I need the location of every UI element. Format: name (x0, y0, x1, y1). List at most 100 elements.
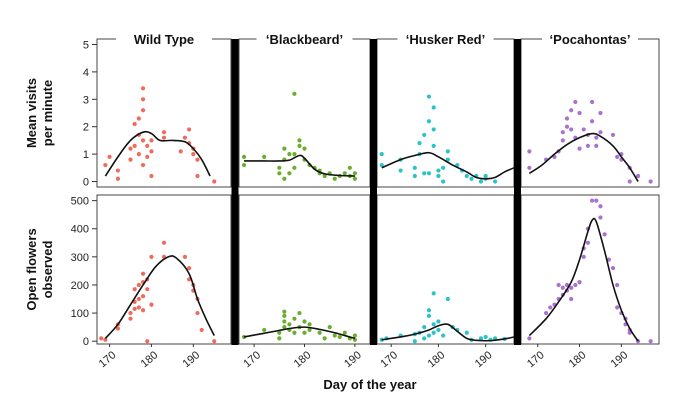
fit-curve (104, 255, 215, 339)
data-point (342, 330, 347, 335)
data-point (426, 119, 432, 124)
fit-curve (528, 217, 639, 342)
panel-title: ‘Husker Red’ (406, 32, 485, 47)
data-point (635, 173, 641, 179)
data-point (615, 305, 620, 310)
panel-frame (376, 194, 515, 345)
data-point (431, 330, 436, 335)
data-point (589, 119, 595, 124)
data-point (581, 127, 586, 132)
data-point (178, 149, 183, 154)
data-point (195, 157, 200, 162)
y-tick-label: 5 (83, 39, 89, 51)
data-point (292, 152, 297, 157)
data-point (132, 143, 137, 148)
data-point (302, 319, 307, 324)
data-point (262, 327, 267, 333)
y-tick-label: 200 (71, 280, 89, 292)
panel-frame (238, 38, 371, 188)
data-point (332, 333, 337, 338)
data-point (426, 313, 432, 318)
x-tick-label: 170 (241, 349, 263, 370)
data-point (161, 130, 167, 135)
y-tick-label: 1 (83, 149, 89, 161)
data-point (187, 277, 192, 282)
data-point (426, 308, 432, 313)
data-point (140, 108, 146, 113)
x-tick-label: 190 (180, 349, 202, 370)
data-point (128, 146, 133, 151)
data-point (149, 173, 154, 179)
data-point (426, 333, 432, 338)
fit-curve (381, 151, 515, 180)
data-point (187, 265, 192, 271)
panel-separator (370, 39, 377, 345)
data-point (145, 143, 150, 148)
fit-curve (243, 326, 356, 340)
y-tick-label: 4 (83, 67, 89, 79)
panel-frame (376, 38, 515, 188)
data-point (302, 146, 307, 151)
data-point (128, 157, 133, 162)
data-point (431, 322, 436, 327)
y-tick-label: 500 (71, 196, 89, 208)
data-point (277, 171, 282, 176)
x-tick-label: 190 (609, 349, 631, 370)
data-point (352, 171, 357, 176)
data-point (436, 327, 441, 333)
panel-separators (231, 39, 521, 345)
data-point (560, 285, 565, 290)
data-point (195, 310, 200, 316)
data-point (483, 173, 488, 179)
data-point (556, 282, 561, 288)
data-point (598, 204, 603, 209)
data-point (569, 285, 574, 290)
data-point (589, 99, 595, 105)
data-point (115, 326, 121, 331)
fit-curve (528, 132, 639, 182)
y-tick-label: 100 (71, 308, 89, 320)
data-point (610, 132, 616, 138)
y-tick-label: 0 (83, 177, 89, 189)
y-tick-label: 300 (71, 252, 89, 264)
data-point (602, 232, 607, 237)
data-point (103, 337, 108, 342)
data-point (445, 157, 450, 162)
panel-title-background (256, 30, 353, 48)
y-tick-label: 3 (83, 94, 89, 106)
data-point (292, 316, 297, 321)
data-point (140, 138, 146, 143)
data-point (149, 138, 154, 143)
data-point (577, 280, 582, 285)
data-point (469, 176, 474, 181)
data-point (282, 146, 287, 151)
data-point (581, 254, 586, 259)
data-point (140, 308, 146, 313)
data-point (398, 168, 403, 173)
data-point (615, 282, 620, 288)
data-point (412, 339, 417, 344)
y-tick-label: 0 (83, 336, 89, 348)
data-point (431, 127, 436, 132)
data-point (287, 152, 292, 157)
data-point (282, 319, 287, 324)
data-point (115, 176, 121, 181)
data-point (145, 154, 150, 159)
data-point (594, 143, 599, 148)
y-axis-label: Mean visits (24, 78, 39, 148)
data-point (103, 162, 108, 168)
data-point (140, 86, 146, 91)
fit-curve (244, 154, 355, 177)
data-point (560, 130, 565, 135)
data-point (212, 179, 217, 184)
data-point (262, 154, 267, 159)
data-point (422, 132, 427, 138)
data-point (282, 325, 287, 330)
panel-separator (231, 39, 239, 345)
data-point (478, 336, 484, 341)
data-point (431, 105, 436, 110)
panel-title-background (116, 30, 212, 48)
data-point (115, 168, 121, 173)
data-point (282, 313, 287, 318)
data-point (132, 121, 137, 127)
